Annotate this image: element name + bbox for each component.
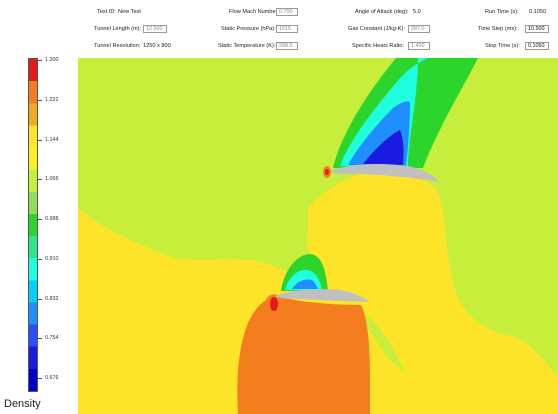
time-step-label: Time Step (ms): (478, 26, 518, 32)
density-colorbar (28, 58, 38, 392)
run-time-value: 0.1050 (529, 9, 547, 15)
upper-airfoil (330, 163, 440, 182)
specific-heats-label: Specific Heats Ratio: (352, 43, 404, 49)
colorbar-tick-mark (38, 298, 42, 300)
lower-airfoil (275, 289, 370, 302)
gas-constant-field[interactable]: 287.0 (408, 25, 430, 33)
upper-stagnation-core (325, 169, 329, 175)
lower-stagnation-core (270, 297, 278, 311)
flow-field-plot (78, 58, 558, 414)
colorbar-tick-label: 0.988 (45, 216, 59, 222)
colorbar-tick-label: 0.910 (45, 255, 59, 262)
colorbar-tick-label: 1.066 (45, 176, 59, 183)
gas-constant-label: Gas Constant (J/kg-K): (348, 26, 405, 32)
colorbar-tick-mark (38, 258, 42, 260)
angle-of-attack-value: 5.0 (413, 9, 421, 15)
field-yellow-left-bulge (78, 263, 118, 403)
field-yellow-right (307, 170, 558, 414)
static-pressure-label: Static Pressure (hPa): (221, 26, 276, 32)
angle-of-attack-label: Angle of Attack (deg): (355, 9, 409, 15)
density-contour-svg (78, 58, 558, 414)
tunnel-resolution-label: Tunnel Resolution: (94, 43, 141, 49)
colorbar-tick-label: 1.144 (45, 136, 59, 143)
run-time-label: Run Time (s): (485, 9, 519, 15)
colorbar-tick-mark (38, 378, 42, 379)
field-darkblue-upper (363, 130, 404, 165)
stop-time-label: Stop Time (s): (485, 43, 520, 49)
flow-mach-field[interactable]: 0.700 (276, 8, 298, 16)
colorbar-tick-label: 1.300 (45, 57, 59, 63)
colorbar-caption: Density (4, 398, 41, 410)
specific-heats-field[interactable]: 1.400 (408, 42, 430, 50)
static-temperature-label: Static Temperature (K): (218, 43, 276, 49)
colorbar-tick-mark (38, 139, 42, 141)
colorbar-tick-label: 0.754 (45, 335, 59, 342)
colorbar-tick-mark (38, 99, 42, 101)
colorbar-tick-mark (38, 179, 42, 181)
field-blue-lower (292, 279, 318, 289)
colorbar-tick-label: 0.676 (45, 375, 59, 381)
static-temperature-field[interactable]: 288.0 (276, 42, 298, 50)
field-orange-lower (237, 294, 370, 414)
time-step-field[interactable]: 10.500 (525, 25, 549, 33)
colorbar-tick-mark (38, 60, 42, 61)
test-id-label: Test ID: (97, 9, 116, 15)
test-id-value: New Test (118, 9, 141, 15)
stop-time-field[interactable]: 0.1050 (525, 42, 549, 50)
colorbar-tick-mark (38, 338, 42, 340)
flow-mach-label: Flow Mach Number: (229, 9, 280, 15)
colorbar-tick-label: 1.222 (45, 96, 59, 103)
colorbar-tick-label: 0.832 (45, 295, 59, 302)
tunnel-resolution-value: 1250 x 800 (143, 43, 171, 49)
tunnel-length-field[interactable]: 12.500 (143, 25, 167, 33)
static-pressure-field[interactable]: 1015 (276, 25, 298, 33)
colorbar-tick-mark (38, 219, 42, 220)
tunnel-length-label: Tunnel Length (m): (94, 26, 142, 32)
